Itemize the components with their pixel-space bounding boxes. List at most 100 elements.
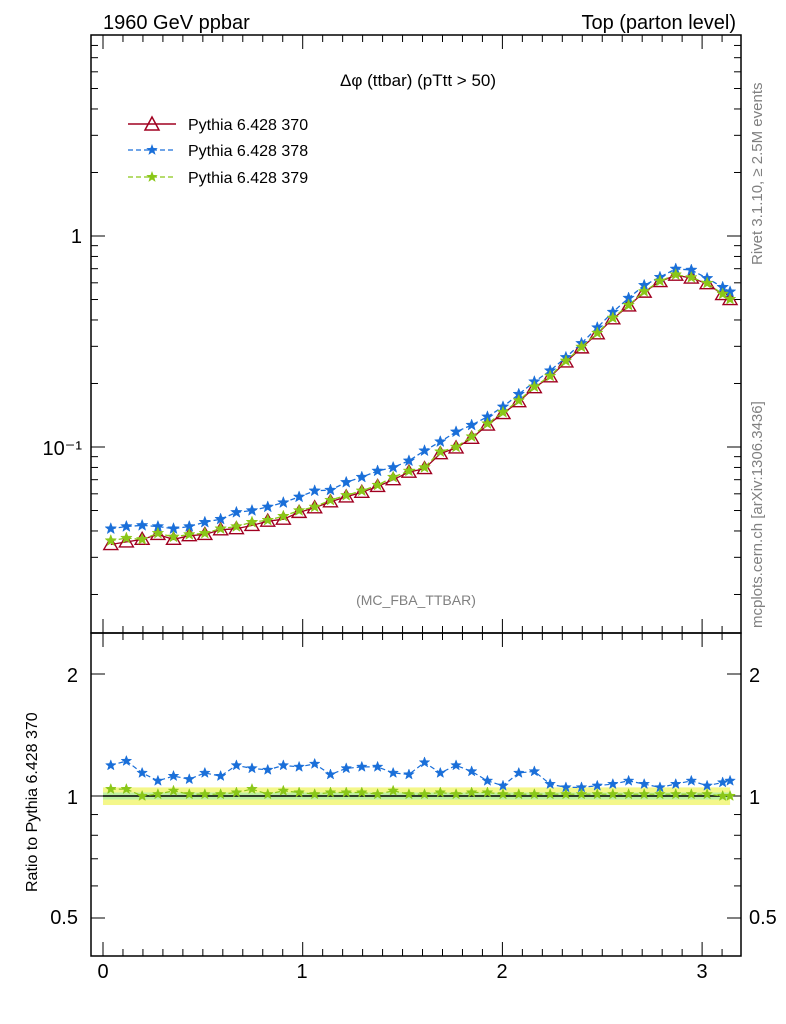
- legend-label-379: Pythia 6.428 379: [188, 170, 308, 187]
- ratio-point: [214, 788, 227, 800]
- ratio-point: [293, 760, 306, 772]
- ratio-point: [418, 788, 431, 800]
- legend-star-marker-379: [146, 171, 158, 182]
- data-point: [245, 503, 259, 516]
- y-tick-label-1: 1: [71, 226, 82, 248]
- data-point: [479, 416, 496, 431]
- data-point: [338, 488, 355, 503]
- data-point: [463, 429, 480, 444]
- data-point: [496, 405, 510, 418]
- ratio-point: [198, 766, 211, 778]
- ratio-point: [450, 759, 462, 771]
- ratio-point: [465, 765, 478, 777]
- x-tick-label-1: 1: [296, 961, 307, 983]
- data-point: [275, 510, 292, 525]
- data-point: [261, 513, 275, 526]
- data-point: [292, 503, 306, 516]
- data-point: [308, 484, 322, 497]
- ratio-point: [606, 777, 619, 790]
- data-point: [339, 488, 353, 501]
- data-point: [543, 369, 557, 382]
- data-point: [308, 500, 322, 513]
- ratio-tick-label-1: 1: [67, 787, 78, 809]
- data-point: [716, 287, 730, 300]
- x-tick-label-2: 2: [496, 961, 507, 983]
- data-point: [432, 445, 449, 460]
- ratio-point: [324, 768, 337, 780]
- ratio-point: [685, 788, 698, 800]
- data-point: [637, 284, 651, 297]
- ratio-point: [724, 774, 736, 786]
- x-tick-label-0: 0: [97, 961, 108, 983]
- ratio-point: [198, 788, 211, 800]
- plot-title: Δφ (ttbar) (pTtt > 50): [340, 71, 496, 90]
- ratio-tick-label-0-5: 0.5: [50, 907, 78, 929]
- data-point: [214, 521, 228, 535]
- legend-triangle-marker: [143, 115, 161, 131]
- data-point: [230, 505, 243, 518]
- ratio-panel-frame: [90, 632, 742, 957]
- ratio-point: [246, 782, 258, 795]
- data-point: [339, 475, 353, 488]
- legend-entry-379: Pythia 6.428 379: [128, 170, 308, 187]
- ratio-point: [450, 788, 462, 800]
- ratio-point: [575, 788, 588, 800]
- y-tick-label-0-1: 10⁻¹: [43, 438, 83, 460]
- ratio-point: [528, 788, 541, 800]
- legend-label-378: Pythia 6.428 378: [188, 143, 308, 160]
- data-point: [418, 460, 431, 473]
- ratio-point: [167, 784, 180, 796]
- ratio-line-1: [110, 788, 731, 797]
- ratio-point: [340, 786, 353, 798]
- ratio-point: [403, 768, 415, 780]
- ratio-point: [701, 788, 713, 800]
- ratio-point: [638, 788, 651, 800]
- analysis-tag: (MC_FBA_TTBAR): [356, 592, 476, 608]
- data-point: [290, 503, 308, 519]
- ratio-point: [528, 765, 541, 777]
- ratio-uncertainty-band: [103, 787, 731, 806]
- x-tick-label-3: 3: [696, 961, 707, 983]
- series-line-0: [110, 274, 731, 546]
- ratio-point: [418, 756, 431, 768]
- data-point: [512, 393, 526, 406]
- data-point: [371, 464, 384, 477]
- ratio-point: [261, 763, 274, 775]
- data-point: [653, 274, 667, 287]
- data-point: [575, 340, 588, 353]
- data-point: [527, 380, 541, 393]
- ratio-point: [167, 769, 180, 782]
- ratio-point: [371, 788, 384, 800]
- energy-label: 1960 GeV ppbar: [103, 12, 250, 34]
- data-point: [261, 500, 275, 513]
- ratio-point: [544, 788, 557, 800]
- rivet-label: Rivet 3.1.10, ≥ 2.5M events: [749, 83, 766, 266]
- data-point: [245, 515, 259, 528]
- ratio-point: [340, 762, 353, 774]
- legend-entry-378: Pythia 6.428 378: [128, 143, 308, 160]
- ratio-ylabel: Ratio to Pythia 6.428 370: [24, 712, 41, 892]
- data-point: [135, 532, 149, 545]
- ratio-point: [465, 786, 478, 798]
- ratio-tick-label-2-right: 2: [749, 665, 760, 687]
- data-point: [276, 495, 290, 509]
- series-layer: [102, 262, 739, 551]
- data-point: [418, 444, 431, 457]
- ratio-point: [246, 762, 258, 774]
- data-point: [465, 429, 479, 443]
- data-point: [369, 478, 386, 493]
- ratio-point: [214, 769, 227, 782]
- main-axis-ticks: [91, 44, 741, 595]
- data-point: [151, 526, 165, 539]
- data-point: [386, 470, 400, 483]
- data-point: [198, 515, 212, 528]
- ratio-point: [497, 788, 509, 800]
- data-point: [590, 326, 604, 339]
- ratio-point: [512, 788, 525, 800]
- ratio-point: [481, 786, 494, 798]
- ratio-point: [136, 766, 149, 778]
- data-point: [481, 416, 494, 430]
- mcplots-label: mcplots.cern.ch [arXiv:1306.3436]: [749, 401, 766, 628]
- legend-label-370: Pythia 6.428 370: [188, 117, 308, 134]
- ratio-axis-ticks: [91, 673, 741, 919]
